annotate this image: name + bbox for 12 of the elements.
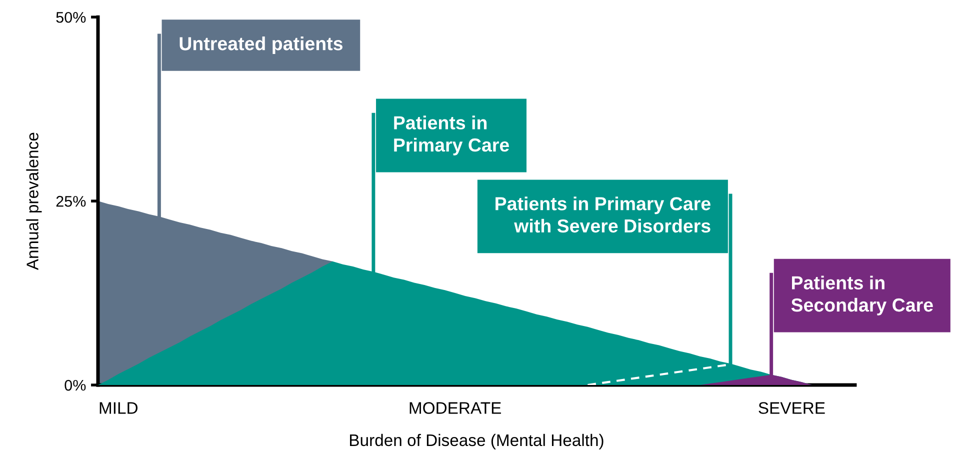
- y-tick-label: 0%: [64, 380, 86, 391]
- x-tick-label: MODERATE: [410, 402, 501, 414]
- y-tick-label: 50%: [56, 12, 86, 23]
- text: Patients in Primary Care with Severe Disorders: [496, 196, 710, 233]
- x-tick-label: SEVERE: [758, 402, 825, 414]
- y-tick-label: 25%: [56, 196, 86, 207]
- text: Patients in Primary Care: [394, 116, 509, 156]
- text: Untreated patients: [180, 36, 342, 54]
- y-axis-title: Annual prevalence: [26, 132, 42, 270]
- x-tick-label: MILD: [100, 402, 138, 414]
- text: Patients in Secondary Care: [791, 276, 933, 316]
- x-axis-title: Burden of Disease (Mental Health): [350, 434, 604, 450]
